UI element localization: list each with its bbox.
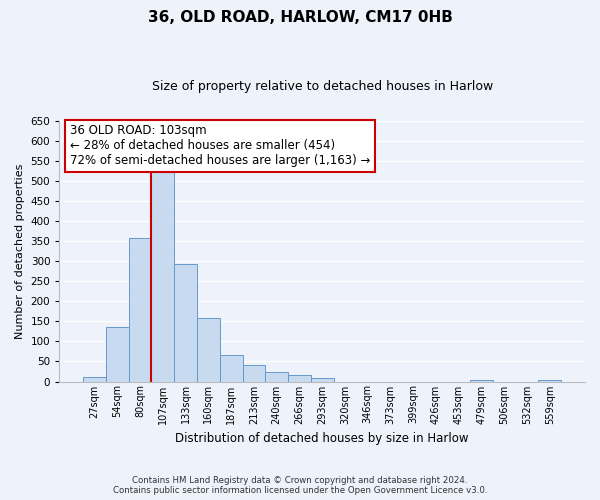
Bar [470,380,493,382]
Bar [538,380,561,382]
Text: 36 OLD ROAD: 103sqm
← 28% of detached houses are smaller (454)
72% of semi-detac: 36 OLD ROAD: 103sqm ← 28% of detached ho… [70,124,370,168]
Bar [83,376,106,382]
Bar [311,378,334,382]
Text: 36, OLD ROAD, HARLOW, CM17 0HB: 36, OLD ROAD, HARLOW, CM17 0HB [148,10,452,25]
X-axis label: Distribution of detached houses by size in Harlow: Distribution of detached houses by size … [175,432,469,445]
Bar [174,264,197,382]
Bar [197,318,220,382]
Y-axis label: Number of detached properties: Number of detached properties [15,164,25,338]
Title: Size of property relative to detached houses in Harlow: Size of property relative to detached ho… [152,80,493,93]
Bar [106,326,129,382]
Text: Contains HM Land Registry data © Crown copyright and database right 2024.
Contai: Contains HM Land Registry data © Crown c… [113,476,487,495]
Bar [265,372,288,382]
Bar [288,376,311,382]
Bar [242,365,265,382]
Bar [151,166,174,382]
Bar [220,354,242,382]
Bar [129,238,151,382]
